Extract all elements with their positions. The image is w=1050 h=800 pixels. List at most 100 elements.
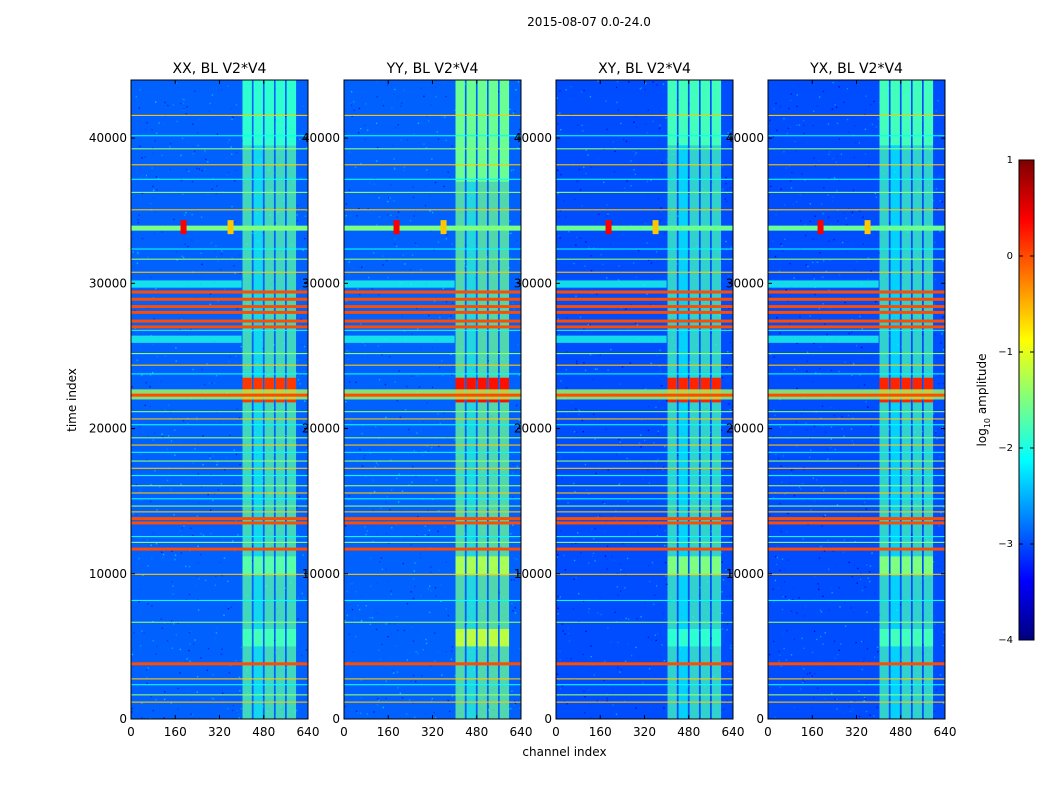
noise-speck <box>391 448 393 451</box>
noise-speck <box>202 434 204 437</box>
noise-speck <box>211 697 214 700</box>
interference-peak <box>817 220 824 235</box>
noise-speck <box>687 194 689 197</box>
faint-line <box>344 541 521 543</box>
faint-line <box>768 678 945 680</box>
noise-speck <box>780 665 782 667</box>
noise-speck <box>873 230 875 233</box>
noise-speck <box>450 658 453 660</box>
noise-speck <box>789 482 791 485</box>
noise-speck <box>721 628 724 630</box>
noise-speck <box>862 498 864 501</box>
noise-speck <box>372 479 374 481</box>
noise-speck <box>786 132 789 135</box>
noise-speck <box>779 686 782 689</box>
y-tick-label: 30000 <box>514 276 552 290</box>
noise-speck <box>182 256 185 259</box>
noise-speck <box>939 358 941 361</box>
noise-speck <box>635 126 638 128</box>
noise-speck <box>198 502 200 504</box>
noise-speck <box>814 293 816 296</box>
noise-speck <box>151 380 154 382</box>
noise-speck <box>564 231 567 233</box>
noise-speck <box>870 111 872 113</box>
noise-speck <box>348 381 351 383</box>
flag-line <box>556 310 733 314</box>
noise-speck <box>558 445 560 448</box>
noise-speck <box>273 172 276 174</box>
noise-speck <box>624 587 626 589</box>
noise-speck <box>406 385 408 388</box>
noise-speck <box>815 669 818 671</box>
noise-speck <box>447 615 450 617</box>
noise-speck <box>780 530 782 533</box>
noise-speck <box>699 586 701 589</box>
noise-speck <box>192 462 194 464</box>
noise-speck <box>574 536 576 539</box>
faint-line <box>768 475 945 477</box>
noise-speck <box>390 214 392 217</box>
noise-speck <box>816 479 818 481</box>
noise-speck <box>230 606 232 609</box>
noise-speck <box>157 178 160 180</box>
noise-speck <box>556 651 559 653</box>
noise-speck <box>635 152 637 154</box>
noise-speck <box>710 637 713 639</box>
noise-speck <box>203 383 206 386</box>
noise-speck <box>354 617 356 619</box>
faint-line <box>131 329 308 331</box>
figure-title: 2015-08-07 0.0-24.0 <box>527 15 651 29</box>
panel-title: XY, BL V2*V4 <box>598 61 691 77</box>
noise-speck <box>396 97 399 99</box>
noise-speck <box>842 712 845 715</box>
noise-speck <box>932 406 935 408</box>
noise-speck <box>369 623 372 626</box>
noise-speck <box>515 280 517 282</box>
noise-speck <box>664 561 667 564</box>
faint-line <box>556 353 733 355</box>
noise-speck <box>510 579 513 581</box>
faint-line <box>556 536 733 538</box>
noise-speck <box>596 166 599 169</box>
noise-speck <box>806 192 808 195</box>
noise-speck <box>420 121 422 124</box>
noise-speck <box>557 595 559 598</box>
noise-speck <box>251 232 254 234</box>
noise-speck <box>517 80 520 83</box>
bright-block <box>466 556 476 576</box>
noise-speck <box>431 211 434 214</box>
noise-speck <box>222 692 224 694</box>
noise-speck <box>665 117 667 119</box>
noise-speck <box>428 611 431 614</box>
noise-speck <box>163 698 166 700</box>
noise-speck <box>388 443 390 446</box>
faint-line <box>344 467 521 469</box>
noise-speck <box>778 270 781 272</box>
faint-line <box>131 164 308 166</box>
noise-speck <box>295 459 297 461</box>
noise-speck <box>869 570 871 573</box>
flag-line <box>556 517 733 521</box>
noise-speck <box>397 123 399 126</box>
y-tick-label: 30000 <box>726 276 764 290</box>
noise-speck <box>443 185 445 188</box>
noise-speck <box>301 654 303 657</box>
noise-speck <box>585 172 587 175</box>
noise-speck <box>233 483 235 485</box>
noise-speck <box>575 577 577 579</box>
noise-speck <box>518 419 521 422</box>
x-tick-label: 640 <box>510 725 533 739</box>
noise-speck <box>787 127 789 130</box>
noise-speck <box>941 686 943 688</box>
noise-speck <box>366 126 369 129</box>
noise-speck <box>577 180 579 182</box>
noise-speck <box>557 123 560 125</box>
faint-line <box>768 248 945 250</box>
noise-speck <box>149 386 151 388</box>
noise-speck <box>210 110 213 112</box>
noise-speck <box>602 263 604 266</box>
noise-speck <box>869 103 872 106</box>
noise-speck <box>937 435 940 438</box>
noise-speck <box>725 240 727 243</box>
